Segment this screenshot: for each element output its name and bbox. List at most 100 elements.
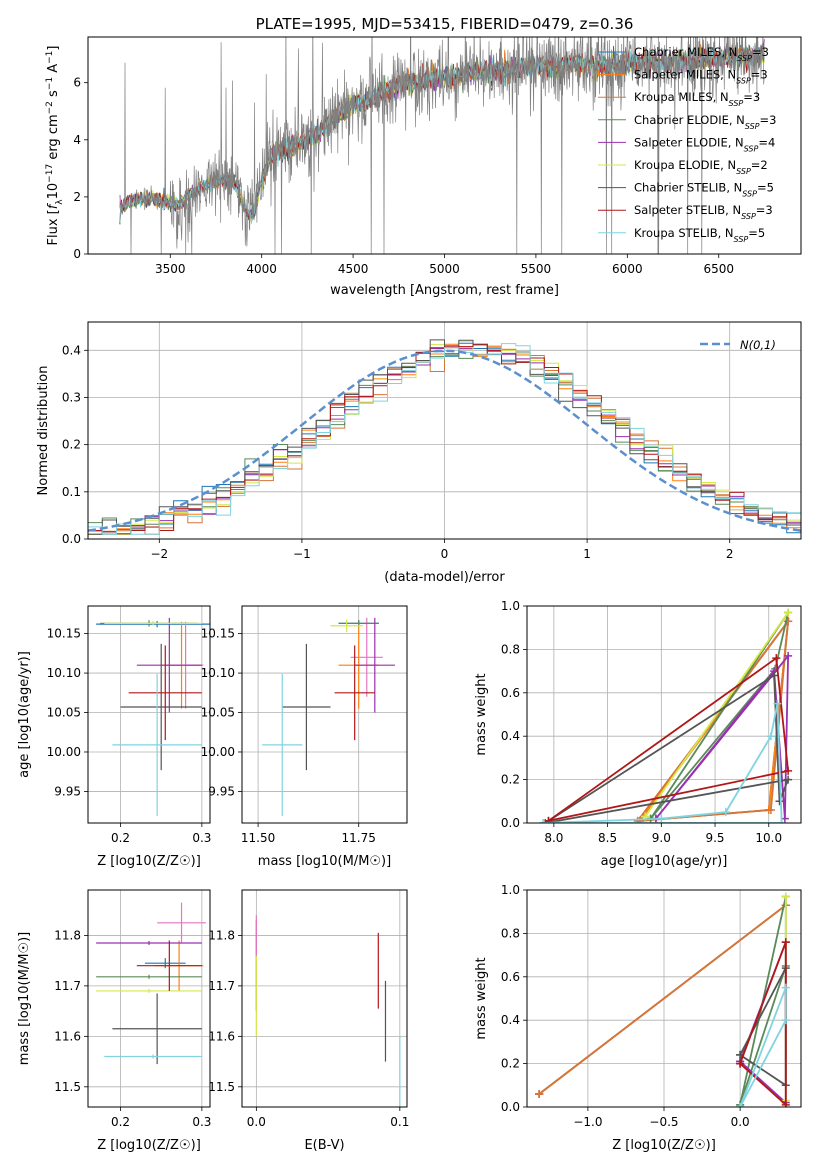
weight-series-8: [739, 987, 787, 1107]
x-tick-label: −0.5: [649, 1115, 678, 1129]
errorbars: [255, 915, 401, 1107]
y-tick-label: 11.8: [54, 928, 81, 942]
weight-marker: [736, 1059, 745, 1068]
y-tick-label: 0.6: [501, 686, 520, 700]
mass-weight-vs-metallicity-axes: [523, 889, 802, 1111]
y-tick-label: 10.05: [201, 706, 235, 720]
y-tick-label: 4: [73, 133, 81, 147]
legend-val: =3: [752, 45, 769, 59]
axes-frame: [87, 605, 211, 824]
weight-marker: [781, 983, 790, 992]
legend-entry: Salpeter MILES, NSSP=3: [634, 68, 768, 86]
legend-entry: N(0,1): [740, 338, 776, 352]
axes-frame: [87, 36, 802, 255]
mass-weight-vs-age-axes: [523, 605, 802, 827]
weight-marker: [775, 797, 784, 806]
x-tick-label: 11.50: [241, 831, 275, 845]
errorbars: [262, 617, 395, 816]
y-tick-label: 0.8: [501, 642, 520, 656]
x-axis-label: mass [log10(M/M☉)]: [258, 854, 391, 869]
legend-entry: Kroupa MILES, NSSP=3: [634, 90, 760, 108]
legend-entry: Chabrier ELODIE, NSSP=3: [634, 113, 776, 131]
y-tick-label: 11.8: [208, 928, 235, 942]
weight-marker: [777, 819, 786, 823]
weight-marker: [781, 892, 790, 901]
x-tick-label: −2: [150, 547, 168, 561]
y-tick-label: 11.7: [54, 979, 81, 993]
y-tick-label: 11.5: [54, 1080, 81, 1094]
y-tick-label: 0.3: [62, 390, 81, 404]
y-tick-label: 10.10: [47, 666, 81, 680]
y-tick-label: 0.0: [62, 532, 81, 546]
legend-name: Chabrier MILES, N: [634, 45, 737, 59]
legend-sub: SSP: [741, 212, 756, 221]
weight-marker: [657, 814, 666, 823]
x-axis-label: wavelength [Angstrom, rest frame]: [330, 283, 559, 298]
weight-marker: [770, 671, 779, 680]
x-axis-label: E(B-V): [304, 1138, 344, 1153]
legend-val: =3: [751, 68, 768, 82]
legend-name: Chabrier ELODIE, N: [634, 113, 745, 127]
weight-marker: [781, 1016, 790, 1025]
x-axis-label: age [log10(age/yr)]: [601, 854, 728, 869]
y-tick-label: 1.0: [501, 599, 520, 613]
x-tick-label: 6000: [612, 262, 643, 276]
x-tick-label: 1: [583, 547, 591, 561]
y-tick-label: 10.15: [201, 627, 235, 641]
legend-entry: Salpeter STELIB, NSSP=3: [634, 203, 773, 221]
y-tick-label: 0.0: [501, 1100, 520, 1114]
legend-val: =5: [757, 181, 774, 195]
x-tick-label: −1.0: [573, 1115, 602, 1129]
x-tick-label: 9.0: [652, 831, 671, 845]
legend-sub: SSP: [737, 54, 752, 63]
weight-marker: [721, 808, 730, 817]
legend-val: =3: [760, 113, 777, 127]
x-tick-label: 0.2: [111, 831, 130, 845]
legend-name: Kroupa MILES, N: [634, 90, 729, 104]
y-tick-label: 10.00: [47, 745, 81, 759]
weight-series-3: [649, 612, 789, 820]
weight-marker: [781, 938, 790, 947]
page-title: PLATE=1995, MJD=53415, FIBERID=0479, z=0…: [256, 15, 634, 33]
y-tick-label: 0.2: [501, 773, 520, 787]
age-vs-metallicity-axes: [84, 605, 211, 827]
y-tick-label: 0: [73, 247, 81, 261]
legend-name: Kroupa STELIB, N: [634, 226, 734, 240]
legend-entry: Kroupa STELIB, NSSP=5: [634, 226, 765, 244]
y-tick-label: 11.6: [54, 1029, 81, 1043]
x-tick-label: 0.3: [192, 831, 211, 845]
weight-series-7: [547, 656, 790, 822]
x-tick-label: 6500: [703, 262, 734, 276]
normal-curve: [88, 349, 801, 532]
weight-lines: [539, 608, 793, 823]
weight-marker: [633, 816, 642, 823]
legend-sub: SSP: [734, 234, 749, 243]
x-tick-label: 5500: [521, 262, 552, 276]
x-axis-label: Z [log10(Z/Z☉)]: [97, 1138, 201, 1153]
weight-marker: [736, 1103, 745, 1107]
weight-marker: [539, 819, 548, 823]
x-tick-label: 11.75: [342, 831, 376, 845]
x-tick-label: 0.0: [731, 1115, 750, 1129]
weight-marker: [773, 699, 782, 708]
y-tick-label: 2: [73, 190, 81, 204]
axes-frame: [241, 889, 408, 1108]
y-tick-label: 0.8: [501, 926, 520, 940]
y-tick-label: 0.6: [501, 970, 520, 984]
legend-name: Salpeter STELIB, N: [634, 203, 741, 217]
legend-val: =3: [756, 203, 773, 217]
x-tick-label: 8.0: [544, 831, 563, 845]
y-tick-label: 0.2: [501, 1057, 520, 1071]
legend-val: =2: [751, 158, 768, 172]
y-tick-label: 11.6: [208, 1029, 235, 1043]
x-axis-label: Z [log10(Z/Z☉)]: [97, 854, 201, 869]
legend-name: Salpeter MILES, N: [634, 68, 736, 82]
x-tick-label: 9.5: [705, 831, 724, 845]
y-tick-label: 11.5: [208, 1080, 235, 1094]
y-tick-label: 6: [73, 76, 81, 90]
residual-histogram-axes: [84, 321, 802, 543]
y-tick-label: 10.00: [201, 745, 235, 759]
legend-sub: SSP: [744, 144, 759, 153]
y-tick-label: 9.95: [54, 784, 81, 798]
weight-marker: [766, 732, 775, 741]
